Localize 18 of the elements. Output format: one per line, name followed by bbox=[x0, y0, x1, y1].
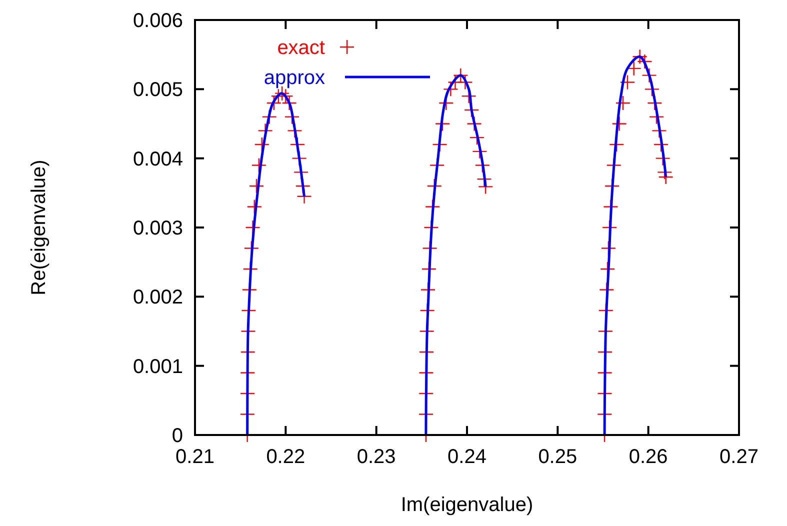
y-tick-label: 0.001 bbox=[132, 356, 183, 378]
x-tick-label: 0.26 bbox=[628, 446, 668, 468]
x-tick-label: 0.25 bbox=[538, 446, 578, 468]
y-axis-title: Re(eigenvalue) bbox=[28, 160, 50, 296]
y-tick-label: 0.002 bbox=[132, 286, 183, 309]
x-tick-label: 0.27 bbox=[720, 446, 758, 468]
y-tick-label: 0.006 bbox=[132, 10, 183, 32]
legend-label: approx bbox=[264, 67, 325, 89]
x-tick-label: 0.24 bbox=[448, 446, 486, 468]
y-tick-label: 0.005 bbox=[132, 79, 183, 102]
legend-label: exact bbox=[277, 37, 326, 59]
x-tick-label: 0.22 bbox=[266, 446, 306, 468]
x-tick-label: 0.23 bbox=[356, 446, 396, 468]
x-tick-label: 0.21 bbox=[176, 446, 214, 468]
x-axis-title: Im(eigenvalue) bbox=[400, 494, 534, 516]
y-tick-label: 0.003 bbox=[132, 218, 183, 240]
y-tick-label: 0 bbox=[172, 425, 183, 447]
y-tick-label: 0.004 bbox=[132, 148, 183, 170]
